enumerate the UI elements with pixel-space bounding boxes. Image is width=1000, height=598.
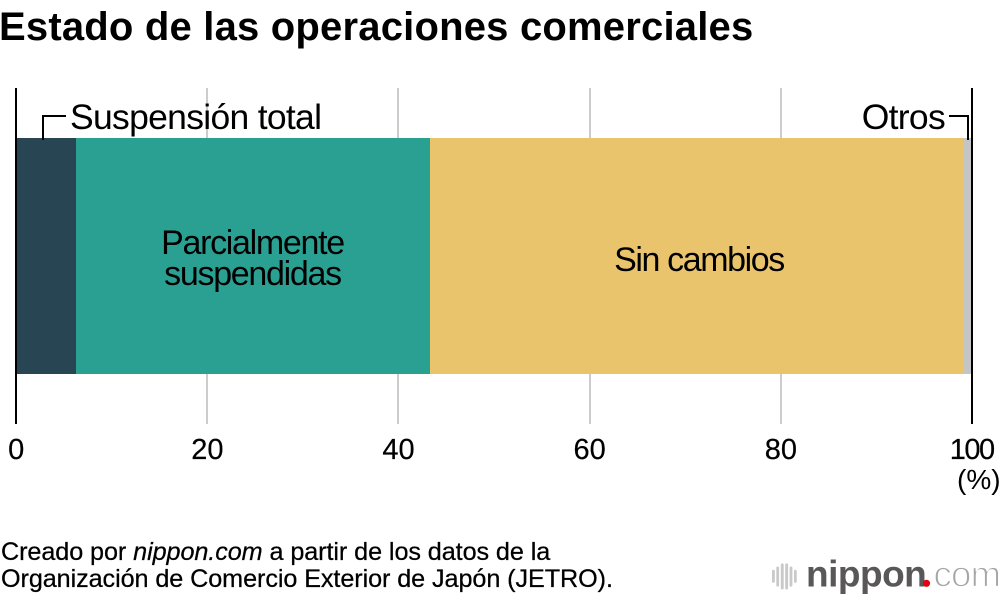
svg-text:com: com [934, 553, 1000, 594]
svg-text:nippon: nippon [806, 553, 926, 594]
